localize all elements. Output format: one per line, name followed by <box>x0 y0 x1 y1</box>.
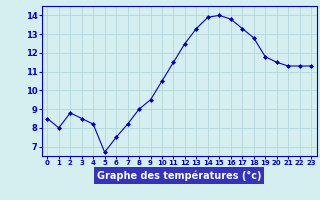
X-axis label: Graphe des températures (°c): Graphe des températures (°c) <box>97 170 261 181</box>
